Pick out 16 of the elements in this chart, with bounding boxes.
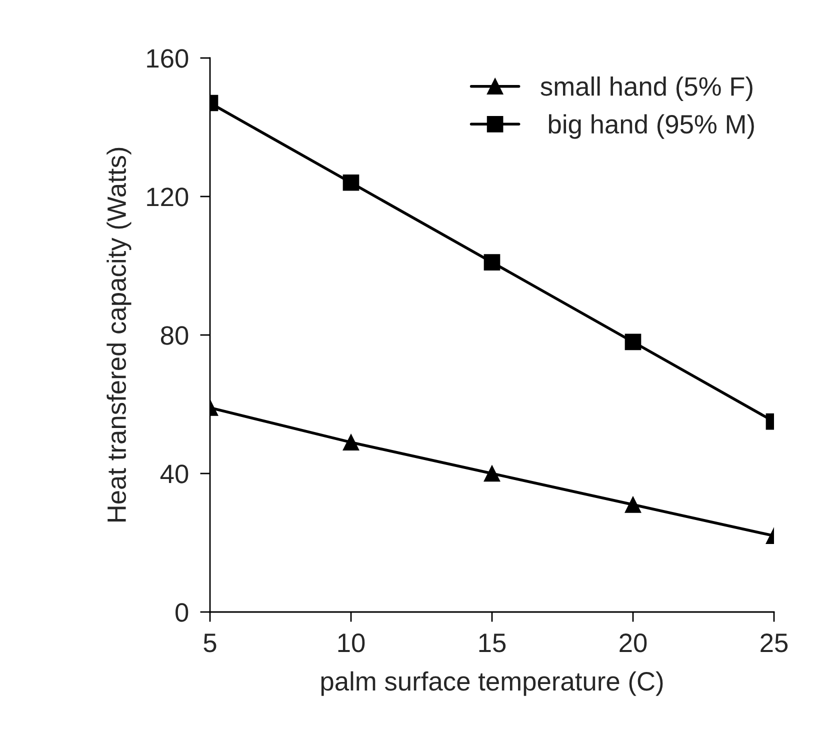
point <box>484 465 500 482</box>
x-tick-label: 5 <box>204 634 216 652</box>
x-tick-label: 25 <box>760 634 788 652</box>
y-tick-label: 160 <box>147 49 188 68</box>
legend-label: small hand (5% F) <box>540 76 752 102</box>
x-tick-label: 15 <box>479 634 506 652</box>
y-tick-label: 120 <box>147 188 188 206</box>
point <box>484 254 500 270</box>
y-tick-label: 40 <box>160 464 188 484</box>
x-tick-label: 10 <box>338 634 365 652</box>
x-axis-title: palm surface temperature (C) <box>321 671 663 696</box>
x-tick-label: 20 <box>620 634 647 652</box>
y-tick-label: 0 <box>176 603 188 622</box>
y-tick-label: 80 <box>160 326 188 345</box>
y-axis-title: Heat transfered capacity (Watts) <box>106 148 132 522</box>
legend-label: big hand (95% M) <box>548 114 754 139</box>
